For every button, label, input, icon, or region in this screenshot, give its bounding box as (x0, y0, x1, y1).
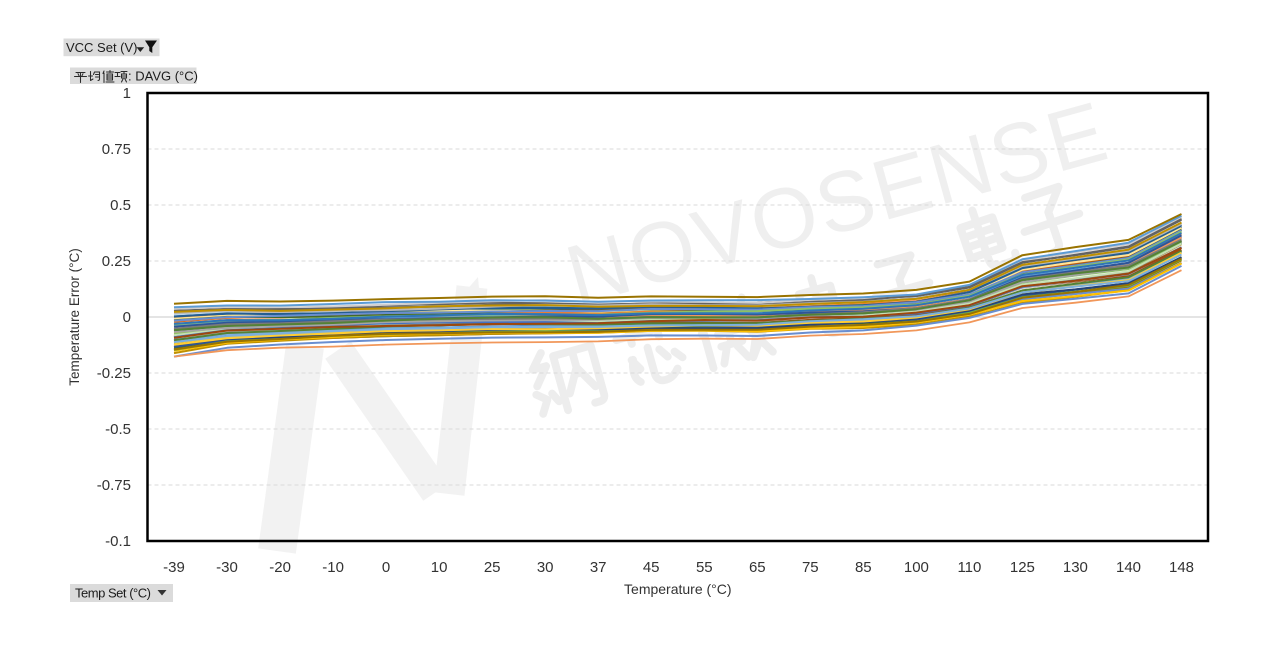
svg-text:-0.25: -0.25 (97, 365, 131, 382)
svg-text:0.25: 0.25 (102, 253, 131, 270)
svg-text:-30: -30 (216, 559, 238, 576)
svg-text:130: 130 (1063, 559, 1088, 576)
svg-text:0.75: 0.75 (102, 141, 131, 158)
svg-text:75: 75 (802, 559, 819, 576)
svg-text:85: 85 (855, 559, 872, 576)
svg-text:25: 25 (484, 559, 501, 576)
svg-text:Temperature (°C): Temperature (°C) (624, 581, 732, 597)
svg-text:-0.75: -0.75 (97, 477, 131, 494)
svg-text:Temperature Error (°C): Temperature Error (°C) (67, 248, 82, 385)
svg-text:-0.1: -0.1 (105, 533, 131, 550)
svg-text:1: 1 (123, 85, 131, 102)
svg-text:VCC Set (V): VCC Set (V) (66, 40, 138, 55)
svg-text:65: 65 (749, 559, 766, 576)
svg-text:125: 125 (1010, 559, 1035, 576)
svg-text:Temp Set (°C): Temp Set (°C) (75, 586, 151, 601)
svg-text:0.5: 0.5 (110, 197, 131, 214)
svg-text:0: 0 (382, 559, 390, 576)
svg-text:140: 140 (1116, 559, 1141, 576)
svg-text:-20: -20 (269, 559, 291, 576)
svg-text:45: 45 (643, 559, 660, 576)
svg-text:110: 110 (957, 559, 981, 576)
svg-text:30: 30 (537, 559, 554, 576)
svg-text:10: 10 (431, 559, 448, 576)
svg-text:-0.5: -0.5 (105, 421, 131, 438)
svg-text:37: 37 (590, 559, 607, 576)
svg-text:100: 100 (904, 559, 929, 576)
svg-text:148: 148 (1169, 559, 1194, 576)
svg-text:55: 55 (696, 559, 713, 576)
svg-text:-10: -10 (322, 559, 344, 576)
svg-text:0: 0 (123, 309, 131, 326)
svg-text:: DAVG (°C): : DAVG (°C) (128, 69, 198, 84)
svg-text:-39: -39 (163, 559, 185, 576)
